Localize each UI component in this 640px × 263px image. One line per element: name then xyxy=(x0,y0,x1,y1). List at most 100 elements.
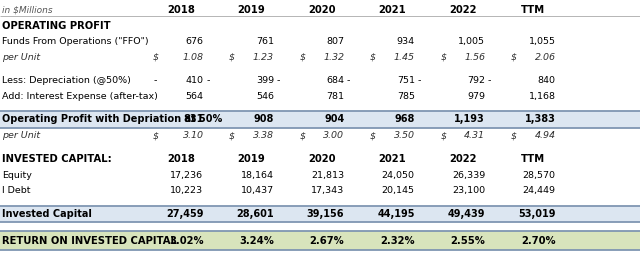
Text: Invested Capital: Invested Capital xyxy=(2,209,92,219)
Text: Equity: Equity xyxy=(2,170,32,180)
Text: 2019: 2019 xyxy=(237,5,266,15)
Text: 3.50: 3.50 xyxy=(394,131,415,140)
Text: per Unit: per Unit xyxy=(2,53,40,62)
Text: 785: 785 xyxy=(397,92,415,100)
Text: 1,193: 1,193 xyxy=(454,114,485,124)
Text: 1,383: 1,383 xyxy=(525,114,556,124)
Bar xyxy=(0,18,640,34)
Bar xyxy=(0,50,640,65)
Text: 840: 840 xyxy=(538,76,556,85)
Text: RETURN ON INVESTED CAPITAL: RETURN ON INVESTED CAPITAL xyxy=(2,236,177,246)
Text: 979: 979 xyxy=(467,92,485,100)
Text: 831: 831 xyxy=(183,114,204,124)
Text: 546: 546 xyxy=(256,92,274,100)
Text: -: - xyxy=(206,76,209,85)
Text: 2018: 2018 xyxy=(167,5,195,15)
Text: 792: 792 xyxy=(467,76,485,85)
Text: -: - xyxy=(417,76,420,85)
Text: -: - xyxy=(347,76,350,85)
Text: 2.67%: 2.67% xyxy=(310,236,344,246)
Bar xyxy=(0,88,640,104)
Text: 968: 968 xyxy=(394,114,415,124)
Text: 2020: 2020 xyxy=(308,5,335,15)
Text: -: - xyxy=(276,76,280,85)
Text: 3.24%: 3.24% xyxy=(239,236,274,246)
Text: 1.23: 1.23 xyxy=(253,53,274,62)
Text: l Debt: l Debt xyxy=(2,186,31,195)
Text: 24,449: 24,449 xyxy=(522,186,556,195)
Bar xyxy=(0,73,640,88)
Text: 49,439: 49,439 xyxy=(447,209,485,219)
Text: $: $ xyxy=(300,131,305,140)
Bar xyxy=(0,222,640,231)
Text: $: $ xyxy=(440,131,446,140)
Text: 39,156: 39,156 xyxy=(307,209,344,219)
Text: 24,050: 24,050 xyxy=(381,170,415,180)
Text: -: - xyxy=(488,76,491,85)
Text: Add: Interest Expense (after-tax): Add: Interest Expense (after-tax) xyxy=(2,92,158,100)
Text: per Unit: per Unit xyxy=(2,131,40,140)
Text: 23,100: 23,100 xyxy=(452,186,485,195)
Text: $: $ xyxy=(511,53,516,62)
Text: 20,145: 20,145 xyxy=(381,186,415,195)
Bar xyxy=(0,34,640,50)
Text: 410: 410 xyxy=(186,76,204,85)
Bar xyxy=(0,111,640,128)
Text: 10,223: 10,223 xyxy=(170,186,204,195)
Text: 3.02%: 3.02% xyxy=(169,236,204,246)
Text: 761: 761 xyxy=(256,37,274,46)
Text: 684: 684 xyxy=(326,76,344,85)
Text: 26,339: 26,339 xyxy=(452,170,485,180)
Text: $: $ xyxy=(229,131,235,140)
Text: 27,459: 27,459 xyxy=(166,209,204,219)
Text: TTM: TTM xyxy=(521,5,545,15)
Text: 1.56: 1.56 xyxy=(464,53,485,62)
Text: 751: 751 xyxy=(397,76,415,85)
Text: 4.31: 4.31 xyxy=(464,131,485,140)
Text: 1.32: 1.32 xyxy=(323,53,344,62)
Text: 1,168: 1,168 xyxy=(529,92,556,100)
Text: 2022: 2022 xyxy=(449,5,476,15)
Text: 28,570: 28,570 xyxy=(522,170,556,180)
Text: 399: 399 xyxy=(256,76,274,85)
Bar xyxy=(0,167,640,183)
Text: 1.08: 1.08 xyxy=(182,53,204,62)
Text: 2.70%: 2.70% xyxy=(521,236,556,246)
Text: Funds From Operations ("FFO"): Funds From Operations ("FFO") xyxy=(2,37,148,46)
Text: 2022: 2022 xyxy=(449,154,476,164)
Text: TTM: TTM xyxy=(521,154,545,164)
Text: in $Millions: in $Millions xyxy=(2,6,52,14)
Text: 2019: 2019 xyxy=(237,154,266,164)
Text: 781: 781 xyxy=(326,92,344,100)
Text: 18,164: 18,164 xyxy=(241,170,274,180)
Text: 2021: 2021 xyxy=(378,5,406,15)
Text: $: $ xyxy=(152,131,158,140)
Text: 2020: 2020 xyxy=(308,154,335,164)
Text: Operating Profit with Depriation at 50%: Operating Profit with Depriation at 50% xyxy=(2,114,222,124)
Text: Less: Depreciation (@50%): Less: Depreciation (@50%) xyxy=(2,76,131,85)
Text: 17,343: 17,343 xyxy=(311,186,344,195)
Text: 28,601: 28,601 xyxy=(236,209,274,219)
Bar xyxy=(0,143,640,151)
Text: 4.94: 4.94 xyxy=(534,131,556,140)
Text: 10,437: 10,437 xyxy=(241,186,274,195)
Bar xyxy=(0,65,640,73)
Text: 1.45: 1.45 xyxy=(394,53,415,62)
Bar xyxy=(0,183,640,198)
Text: -: - xyxy=(154,76,157,85)
Text: 3.38: 3.38 xyxy=(253,131,274,140)
Text: 2018: 2018 xyxy=(167,154,195,164)
Text: 934: 934 xyxy=(397,37,415,46)
Text: 676: 676 xyxy=(186,37,204,46)
Text: 904: 904 xyxy=(324,114,344,124)
Bar xyxy=(0,104,640,111)
Text: 1,055: 1,055 xyxy=(529,37,556,46)
Text: $: $ xyxy=(370,53,376,62)
Text: 3.00: 3.00 xyxy=(323,131,344,140)
Bar xyxy=(0,206,640,222)
Text: 2.55%: 2.55% xyxy=(451,236,485,246)
Text: INVESTED CAPITAL:: INVESTED CAPITAL: xyxy=(2,154,111,164)
Text: OPERATING PROFIT: OPERATING PROFIT xyxy=(2,21,111,31)
Bar xyxy=(0,128,640,143)
Text: 44,195: 44,195 xyxy=(377,209,415,219)
